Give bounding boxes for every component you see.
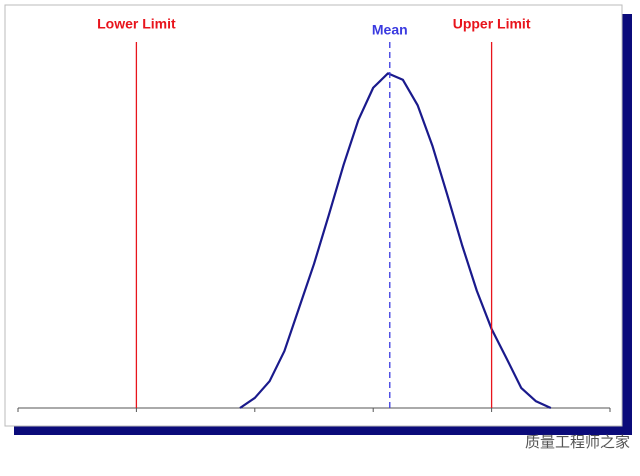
watermark: 质量工程师之家 [525, 434, 630, 451]
reference-label: Upper Limit [453, 16, 531, 32]
reference-label: Lower Limit [97, 16, 176, 32]
frame [4, 4, 623, 427]
curve [239, 72, 552, 410]
reference-label: Mean [372, 22, 408, 38]
